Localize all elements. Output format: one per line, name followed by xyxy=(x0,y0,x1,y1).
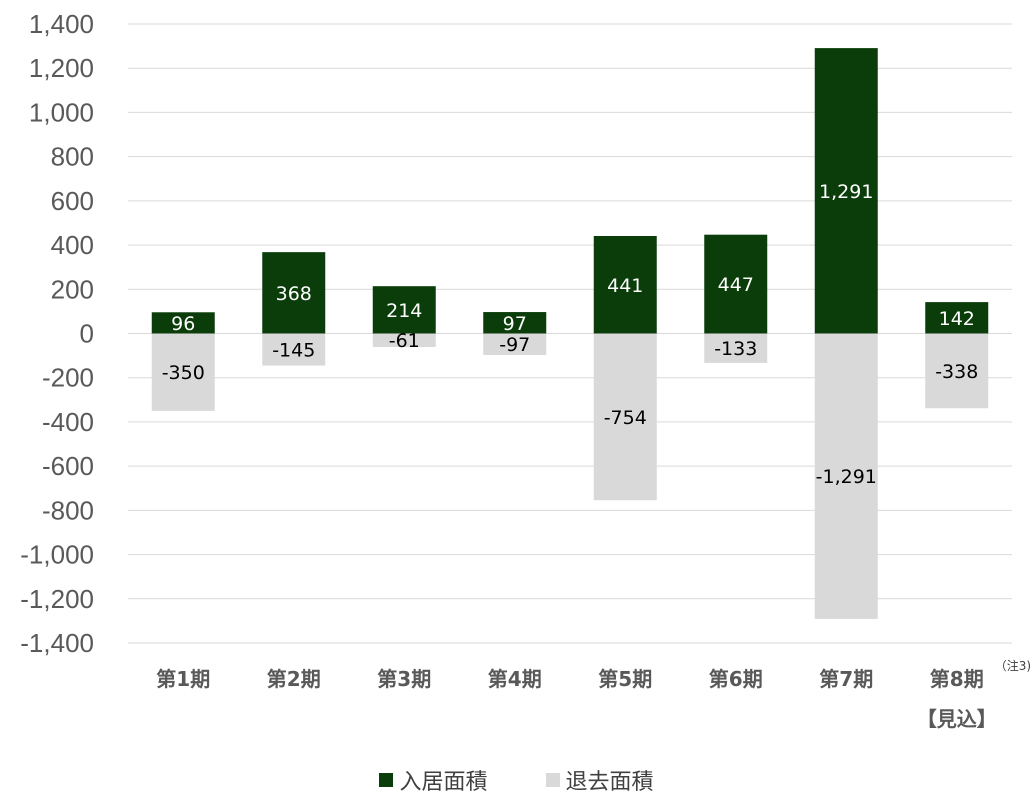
y-tick-label: -400 xyxy=(42,407,94,437)
legend-label-move-in: 入居面積 xyxy=(399,770,488,795)
bar-move-in xyxy=(151,312,215,334)
y-tick-label: -800 xyxy=(42,495,94,525)
data-label-move-out: -97 xyxy=(499,334,530,356)
bar-move-in xyxy=(593,236,657,334)
bar-move-in xyxy=(483,312,547,334)
y-tick-label: 200 xyxy=(51,274,94,304)
bar-move-in xyxy=(262,252,326,334)
bar-move-out xyxy=(151,333,215,411)
category-sublabel: 【見込】 xyxy=(917,707,997,731)
x-tick-label: 第6期 xyxy=(709,667,763,691)
y-tick-label: 1,200 xyxy=(29,53,94,83)
bar-move-out xyxy=(704,333,768,363)
x-tick-label: 第4期 xyxy=(488,667,542,691)
data-label-move-out: -133 xyxy=(714,338,757,360)
y-tick-label: -600 xyxy=(42,451,94,481)
legend-swatch-move-out xyxy=(545,773,560,787)
bar-move-in xyxy=(372,286,436,334)
bar-move-out xyxy=(262,333,326,366)
bar-move-out xyxy=(483,333,547,355)
legend: 入居面積 退去面積 xyxy=(0,764,1033,796)
bar-move-out xyxy=(814,333,878,619)
legend-swatch-move-in xyxy=(379,773,394,787)
y-tick-label: 0 xyxy=(80,319,94,349)
y-tick-label: -1,400 xyxy=(20,628,94,658)
y-tick-label: 600 xyxy=(51,186,94,216)
data-label-move-in: 96 xyxy=(171,313,195,335)
bar-move-in xyxy=(704,234,768,334)
data-label-move-in: 368 xyxy=(276,283,312,305)
y-tick-label: 1,400 xyxy=(29,9,94,39)
data-label-move-in: 1,291 xyxy=(819,181,873,203)
data-label-move-in: 97 xyxy=(503,313,527,335)
legend-item-move-out: 退去面積 xyxy=(545,764,654,796)
x-tick-label: 第1期 xyxy=(156,667,210,691)
data-label-move-out: -145 xyxy=(272,340,315,362)
y-tick-label: 800 xyxy=(51,142,94,172)
y-tick-label: 1,000 xyxy=(29,97,94,127)
data-label-move-in: 441 xyxy=(607,275,643,297)
bar-move-out xyxy=(925,333,989,409)
y-tick-label: -1,000 xyxy=(20,540,94,570)
category-note: （注3) xyxy=(995,658,1031,673)
legend-label-move-out: 退去面積 xyxy=(565,770,654,795)
data-label-move-out: -1,291 xyxy=(816,466,877,488)
x-tick-label: 第8期 xyxy=(930,667,984,691)
data-label-move-out: -338 xyxy=(935,361,978,383)
x-tick-label: 第3期 xyxy=(377,667,431,691)
data-label-move-out: -754 xyxy=(604,407,647,429)
y-tick-label: 400 xyxy=(51,230,94,260)
bar-move-in xyxy=(925,302,989,334)
data-label-move-in: 214 xyxy=(386,300,422,322)
legend-item-move-in: 入居面積 xyxy=(379,764,488,796)
x-tick-label: 第5期 xyxy=(598,667,652,691)
bar-move-in xyxy=(814,48,878,334)
data-label-move-in: 447 xyxy=(718,274,754,296)
x-tick-label: 第7期 xyxy=(819,667,873,691)
y-tick-label: -1,200 xyxy=(20,584,94,614)
x-tick-label: 第2期 xyxy=(267,667,321,691)
bar-move-out xyxy=(593,333,657,501)
y-tick-label: -200 xyxy=(42,363,94,393)
data-label-move-out: -61 xyxy=(389,330,420,352)
bar-move-out xyxy=(372,333,436,347)
data-label-move-out: -350 xyxy=(162,362,205,384)
data-label-move-in: 142 xyxy=(939,308,975,330)
